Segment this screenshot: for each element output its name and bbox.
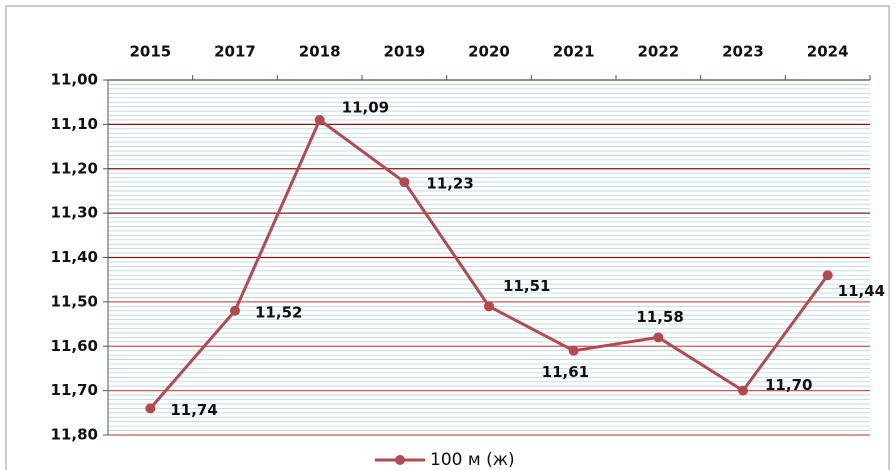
legend-text: 100 м (ж) <box>430 450 515 470</box>
y-tick-label: 11,20 <box>51 159 98 177</box>
x-tick-label: 2018 <box>299 43 341 61</box>
x-tick-label: 2024 <box>807 43 849 61</box>
data-label: 11,23 <box>426 175 473 193</box>
data-label: 11,51 <box>503 277 550 295</box>
chart-frame <box>5 5 890 470</box>
y-tick-label: 11,50 <box>51 292 98 310</box>
x-tick-label: 2020 <box>468 43 510 61</box>
data-label: 11,52 <box>255 303 302 321</box>
data-point <box>399 177 410 188</box>
x-tick-label: 2023 <box>722 43 764 61</box>
data-label: 11,61 <box>542 363 589 381</box>
data-point <box>230 305 240 316</box>
x-tick-label: 2019 <box>383 43 425 61</box>
data-point <box>484 301 494 312</box>
x-tick-label: 2017 <box>214 43 256 61</box>
data-label: 11,74 <box>170 401 217 419</box>
legend-marker <box>395 455 405 465</box>
y-tick-label: 11,60 <box>51 337 98 355</box>
y-tick-label: 11,00 <box>51 71 98 89</box>
y-tick-label: 11,10 <box>51 115 98 133</box>
x-tick-label: 2022 <box>637 43 679 61</box>
data-label: 11,44 <box>838 282 885 300</box>
x-tick-label: 2015 <box>129 43 171 61</box>
y-tick-label: 11,70 <box>51 381 98 399</box>
x-tick-label: 2021 <box>553 43 595 61</box>
y-tick-label: 11,80 <box>51 426 98 444</box>
data-point <box>314 114 325 125</box>
data-label: 11,58 <box>636 308 683 326</box>
data-label: 11,70 <box>765 376 812 394</box>
data-point <box>738 385 748 396</box>
data-point <box>653 332 664 343</box>
data-point <box>145 403 156 414</box>
data-label: 11,09 <box>342 98 389 116</box>
data-point <box>568 345 579 356</box>
y-tick-label: 11,40 <box>51 248 98 266</box>
data-point <box>822 270 833 281</box>
y-tick-label: 11,30 <box>51 204 98 222</box>
